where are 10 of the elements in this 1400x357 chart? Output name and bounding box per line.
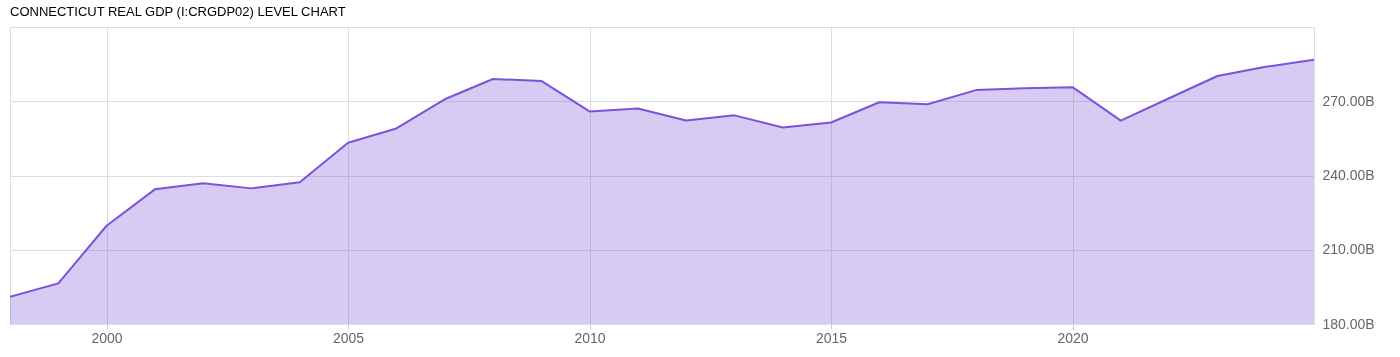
x-tick-label: 2000: [91, 329, 123, 346]
x-tick-label: 2010: [574, 329, 606, 346]
y-tick-label: 270.00B: [1322, 92, 1375, 109]
x-tick-label: 2005: [333, 329, 365, 346]
y-tick-label: 240.00B: [1322, 167, 1375, 183]
x-tick-label: 2020: [1057, 329, 1089, 346]
x-tick-label: 2015: [815, 329, 848, 346]
y-tick-label: 180.00B: [1322, 315, 1375, 332]
y-tick-label: 210.00B: [1322, 241, 1375, 258]
chart-title: CONNECTICUT REAL GDP (I:CRGDP02) LEVEL CHART: [10, 4, 346, 19]
